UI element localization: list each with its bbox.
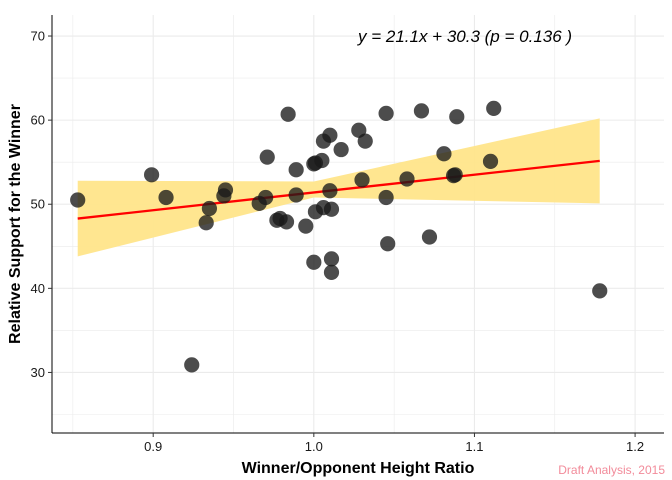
data-point — [447, 167, 463, 183]
confidence-band — [77, 118, 600, 257]
y-tick-label: 30 — [31, 365, 45, 380]
y-tick-label: 50 — [31, 197, 45, 212]
data-point — [280, 106, 296, 122]
y-tick-label: 40 — [31, 281, 45, 296]
data-point — [436, 146, 452, 162]
data-point — [323, 264, 340, 280]
data-point — [314, 152, 330, 169]
data-point — [278, 214, 295, 230]
data-point — [323, 201, 340, 217]
data-point — [482, 153, 499, 169]
data-point — [198, 215, 214, 231]
source-caption: Draft Analysis, 2015 — [558, 463, 665, 477]
confidence-band-layer — [77, 118, 600, 257]
data-point — [354, 172, 370, 188]
data-point — [449, 109, 465, 125]
x-axis-title: Winner/Opponent Height Ratio — [242, 460, 475, 477]
data-point — [399, 171, 415, 187]
data-point — [323, 251, 340, 267]
fit-line-layer — [77, 159, 600, 220]
data-point — [333, 141, 349, 158]
tick-labels: 0.9 1.0 1.1 1.2 30 40 50 60 70 — [31, 29, 645, 454]
grid-lines — [52, 15, 664, 433]
data-point — [217, 182, 234, 198]
data-point — [288, 162, 304, 178]
data-point — [298, 218, 314, 234]
data-point — [413, 103, 430, 119]
data-point — [322, 127, 338, 143]
data-point — [259, 149, 275, 165]
data-point — [258, 189, 274, 206]
data-point — [143, 167, 160, 183]
data-point — [158, 189, 174, 206]
data-point — [70, 192, 86, 208]
data-point — [201, 200, 218, 217]
axes — [51, 15, 664, 434]
fit-line — [77, 159, 600, 220]
data-point — [592, 283, 608, 299]
data-point — [486, 100, 502, 116]
x-tick-label: 1.1 — [465, 439, 483, 454]
equation-label: y = 21.1x + 30.3 (p = 0.136 ) — [357, 27, 572, 46]
data-point — [421, 229, 438, 245]
data-point — [378, 105, 394, 122]
data-point — [288, 187, 304, 203]
y-axis-title: Relative Support for the Winner — [7, 104, 24, 344]
data-point — [322, 183, 338, 199]
data-point — [306, 254, 322, 270]
data-points — [70, 100, 608, 373]
data-point — [380, 236, 396, 252]
data-point — [351, 122, 367, 138]
data-point — [357, 133, 373, 149]
x-tick-label: 1.2 — [626, 439, 644, 454]
y-tick-label: 60 — [31, 113, 45, 128]
data-point — [378, 189, 394, 206]
x-tick-label: 0.9 — [144, 439, 162, 454]
data-point — [184, 357, 200, 373]
y-tick-label: 70 — [31, 29, 45, 44]
x-tick-label: 1.0 — [305, 439, 323, 454]
